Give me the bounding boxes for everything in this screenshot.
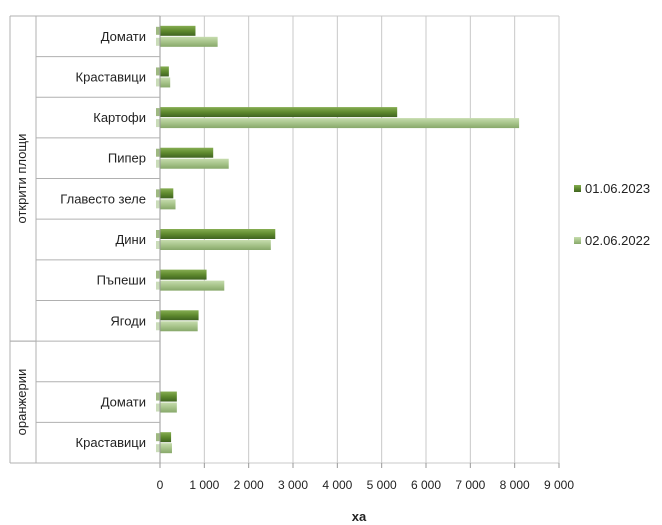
legend-label: 02.06.2022	[585, 233, 650, 248]
x-tick-label: 4 000	[322, 478, 352, 492]
bar-cap	[156, 392, 160, 401]
x-tick-label: 8 000	[500, 478, 530, 492]
x-axis-title: ха	[352, 509, 367, 524]
category-label: Ягоди	[110, 313, 146, 328]
bar-cap	[156, 281, 160, 290]
bar-series-2023	[160, 432, 172, 443]
bar-cap	[156, 148, 160, 157]
bar-cap	[156, 189, 160, 198]
bar-series-2023	[160, 188, 174, 199]
group-label: оранжерии	[14, 369, 29, 436]
bar-cap	[156, 159, 160, 168]
bar-cap	[156, 230, 160, 238]
group-label: открити площи	[14, 134, 29, 224]
bar-series-2022	[160, 402, 177, 413]
category-label: Домати	[101, 29, 146, 44]
bar-series-2023	[160, 25, 196, 36]
category-label: Дини	[115, 232, 146, 247]
bar-cap	[156, 78, 160, 87]
bar-series-2023	[160, 229, 276, 239]
bar-series-2022	[160, 443, 172, 454]
category-label: Главесто зеле	[60, 191, 146, 206]
bar-cap	[156, 433, 160, 442]
category-label: Домати	[101, 395, 146, 410]
bar-cap	[156, 241, 160, 249]
bar-series-2022	[160, 199, 176, 210]
x-tick-label: 7 000	[455, 478, 485, 492]
x-tick-label: 9 000	[544, 478, 574, 492]
x-tick-labels: 0 1 000 2 000 3 000 4 000 5 000 6 000 7 000 8 00…	[157, 478, 575, 492]
bar-cap	[156, 26, 160, 35]
bar-series-2023	[160, 147, 214, 158]
bar-series-2023	[160, 310, 199, 321]
category-label: Картофи	[93, 110, 146, 125]
group-labels: открити площи оранжерии	[14, 134, 29, 436]
bar-cap	[156, 119, 160, 128]
bar-series-2022	[160, 36, 218, 47]
bar-cap	[156, 67, 160, 76]
category-label: Краставици	[76, 435, 146, 450]
gridlines	[160, 15, 560, 464]
bar-cap	[156, 444, 160, 453]
bar-cap	[156, 322, 160, 331]
bar-series-2022	[160, 280, 225, 291]
x-tick-label: 5 000	[367, 478, 397, 492]
category-label: Краставици	[76, 69, 146, 84]
x-tick-label: 3 000	[278, 478, 308, 492]
legend-swatch	[574, 185, 581, 192]
bar-series-2022	[160, 240, 271, 250]
bar-series-2022	[160, 118, 520, 129]
bar-series-2022	[160, 321, 198, 332]
x-tick-label: 1 000	[189, 478, 219, 492]
x-tick-label: 0	[157, 478, 164, 492]
x-tick-label: 2 000	[234, 478, 264, 492]
bar-series-2023	[160, 269, 207, 280]
axes	[9, 15, 560, 468]
bar-cap	[156, 108, 160, 117]
bar-series-2023	[160, 66, 169, 77]
bar-cap	[156, 403, 160, 412]
bar-series-2023	[160, 107, 398, 118]
category-label: Пипер	[108, 151, 146, 166]
x-tick-label: 6 000	[411, 478, 441, 492]
bar-cap	[156, 200, 160, 209]
legend-swatch	[574, 237, 581, 244]
legend: 01.06.2023 02.06.2022	[574, 181, 650, 248]
bar-cap	[156, 311, 160, 320]
category-labels: Домати Краставици Картофи Пипер Главесто зел…	[60, 29, 146, 450]
bars	[156, 25, 520, 454]
bar-series-2023	[160, 391, 177, 402]
bar-cap	[156, 270, 160, 279]
legend-label: 01.06.2023	[585, 181, 650, 196]
bar-series-2022	[160, 158, 229, 169]
category-label: Пъпеши	[97, 273, 146, 288]
bar-series-2022	[160, 77, 171, 88]
bar-cap	[156, 37, 160, 46]
